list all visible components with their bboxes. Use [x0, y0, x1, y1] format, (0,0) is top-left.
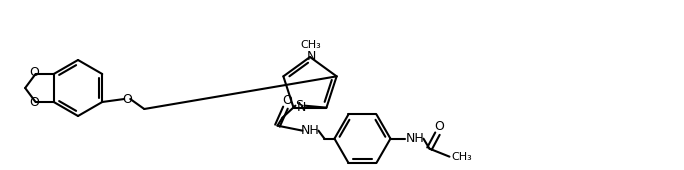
Text: O: O: [29, 66, 40, 80]
Text: O: O: [434, 120, 445, 133]
Text: CH₃: CH₃: [451, 152, 472, 162]
Text: NH: NH: [406, 132, 425, 145]
Text: NH: NH: [301, 124, 320, 137]
Text: O: O: [282, 94, 292, 107]
Text: S: S: [295, 99, 304, 112]
Text: N: N: [306, 49, 316, 63]
Text: CH₃: CH₃: [301, 40, 321, 50]
Text: O: O: [122, 92, 132, 106]
Text: N: N: [297, 101, 306, 114]
Text: O: O: [29, 97, 40, 109]
